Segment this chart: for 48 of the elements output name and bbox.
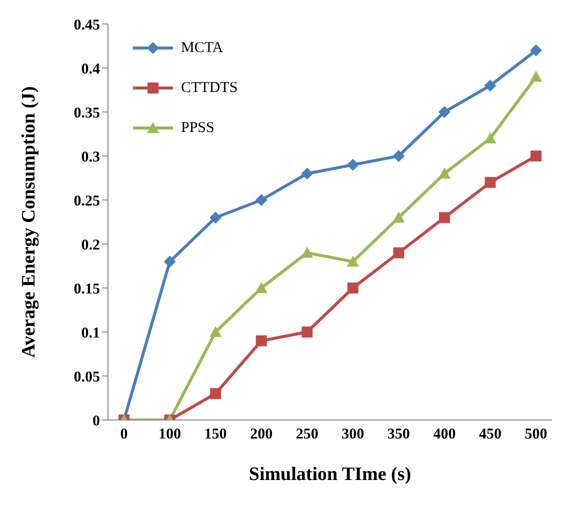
x-tick-label: 350 [387, 426, 410, 443]
y-tick-label: 0.05 [74, 369, 100, 386]
x-tick-label: 500 [524, 426, 548, 443]
point [164, 256, 176, 268]
point [255, 282, 268, 293]
y-tick-label: 0 [92, 413, 100, 430]
point [347, 282, 358, 294]
x-tick-label: 250 [296, 426, 318, 443]
point [484, 176, 496, 188]
point [393, 247, 404, 258]
point [392, 212, 405, 223]
legend-label: CTTDTS [181, 80, 238, 96]
y-tick-label: 0.25 [74, 193, 100, 210]
point [530, 70, 542, 82]
point [346, 158, 359, 171]
y-tick-label: 0.4 [81, 61, 100, 78]
point [392, 150, 405, 162]
x-tick-label: 150 [204, 426, 227, 443]
x-tick-label: 400 [433, 426, 456, 443]
point [302, 326, 313, 338]
legend-label: PPSS [181, 120, 214, 136]
point [256, 335, 267, 346]
x-tick-label: 300 [342, 426, 364, 443]
point [210, 212, 222, 224]
x-tick-label: 100 [158, 426, 182, 443]
point [484, 80, 496, 92]
x-axis-title: Simulation TIme (s) [248, 464, 412, 485]
point [438, 106, 450, 118]
point [210, 326, 222, 337]
point [210, 388, 222, 400]
y-axis-title: Average Energy Consumption (J) [18, 86, 40, 358]
x-tick-label: 450 [478, 426, 502, 443]
point [438, 212, 450, 224]
y-tick-label: 0.35 [74, 105, 100, 122]
point [438, 168, 450, 179]
x-tick-label: 0 [120, 426, 128, 443]
point [346, 256, 359, 267]
y-tick-label: 0.1 [81, 325, 100, 342]
point [530, 150, 542, 162]
point [255, 194, 268, 206]
legend-label: MCTA [181, 40, 224, 56]
point [301, 168, 314, 180]
y-tick-label: 0.2 [81, 237, 100, 254]
y-tick-label: 0.3 [81, 149, 100, 166]
point [530, 44, 542, 56]
y-tick-label: 0.15 [74, 281, 100, 298]
y-tick-label: 0.45 [74, 17, 100, 34]
x-tick-label: 200 [250, 426, 273, 443]
